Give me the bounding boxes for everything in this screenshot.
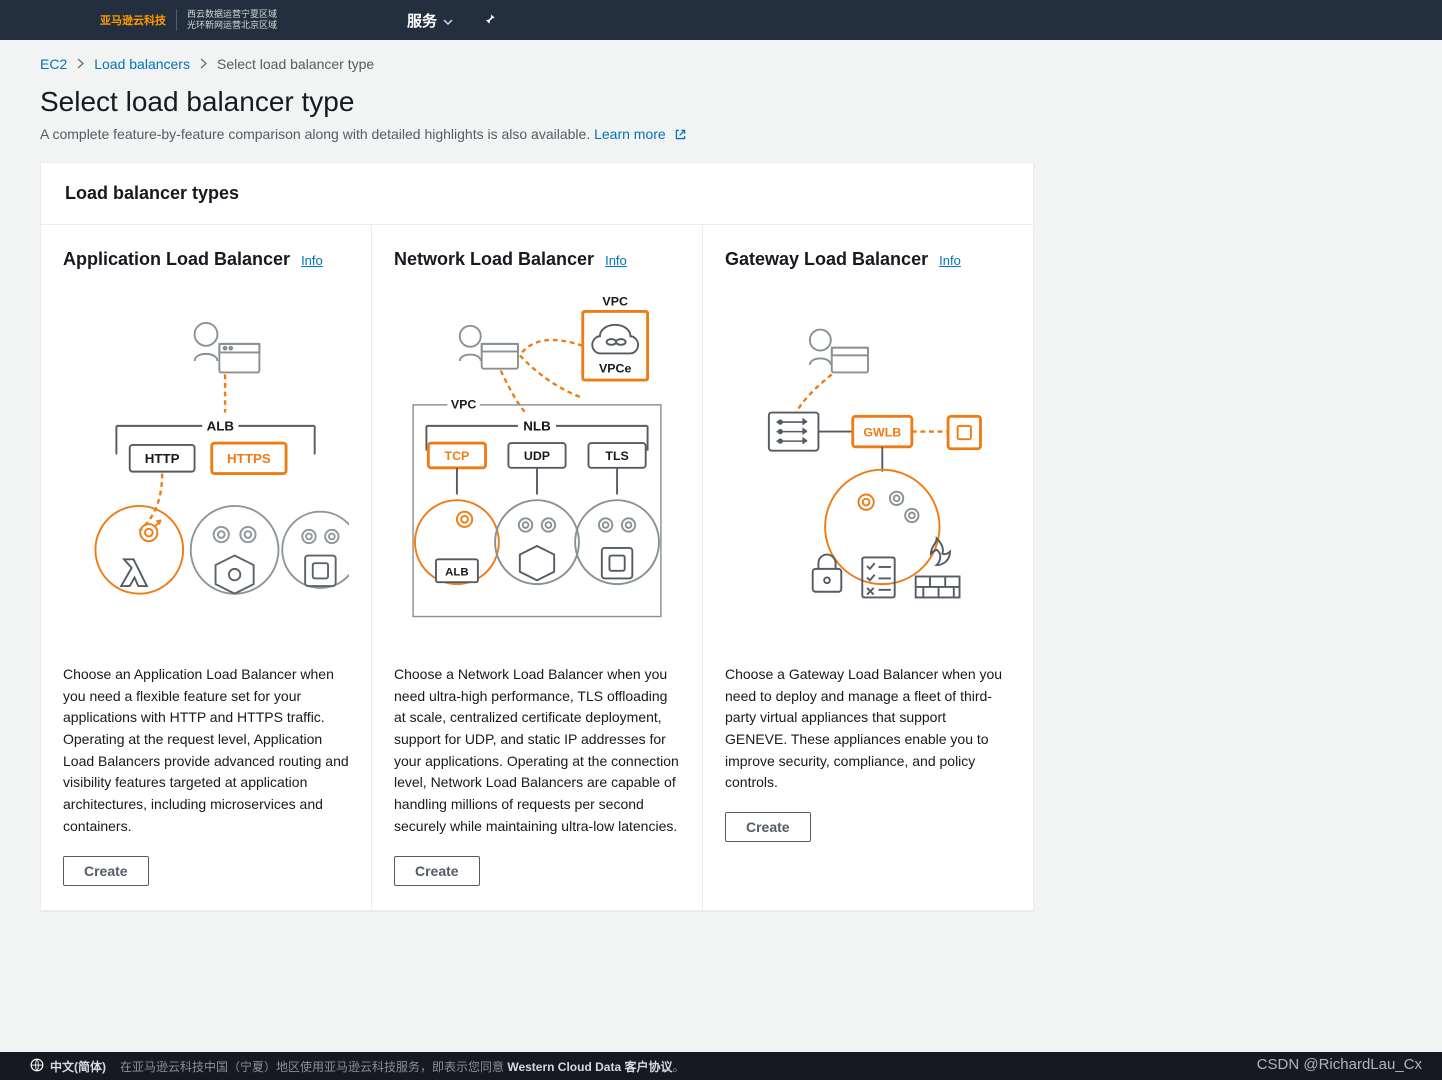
globe-icon [30,1058,44,1075]
card-gwlb: Gateway Load Balancer Info [703,225,1033,910]
svg-text:GWLB: GWLB [863,425,901,439]
breadcrumb-ec2[interactable]: EC2 [40,56,67,72]
breadcrumb: EC2 Load balancers Select load balancer … [40,56,1402,72]
svg-text:TLS: TLS [605,449,628,463]
card-alb: Application Load Balancer Info [41,225,372,910]
gwlb-diagram: GWLB [725,284,1011,644]
svg-text:HTTP: HTTP [145,451,180,466]
card-description: Choose a Network Load Balancer when you … [394,664,680,838]
card-title: Application Load Balancer Info [63,249,349,270]
svg-text:UDP: UDP [524,449,550,463]
create-nlb-button[interactable]: Create [394,856,480,886]
page-title: Select load balancer type [40,86,1402,118]
cards-row: Application Load Balancer Info [41,225,1033,910]
create-alb-button[interactable]: Create [63,856,149,886]
top-nav: 亚马逊云科技 西云数据运营宁夏区域 光环新网运营北京区域 服务 [0,0,1442,40]
info-link[interactable]: Info [605,253,627,268]
brand-subtitle: 西云数据运营宁夏区域 光环新网运营北京区域 [176,9,277,31]
info-link[interactable]: Info [301,253,323,268]
svg-text:VPC: VPC [451,398,477,412]
brand-logo: 亚马逊云科技 [100,12,166,28]
svg-text:VPCe: VPCe [599,361,631,375]
watermark: CSDN @RichardLau_Cx [1257,1056,1422,1073]
services-menu[interactable]: 服务 [407,10,453,31]
breadcrumb-current: Select load balancer type [217,56,374,72]
card-description: Choose an Application Load Balancer when… [63,664,349,838]
footer-agreement: 在亚马逊云科技中国（宁夏）地区使用亚马逊云科技服务，即表示您同意 Western… [120,1058,685,1075]
svg-text:HTTPS: HTTPS [227,451,271,466]
alb-diagram: ALB HTTP HTTPS [63,284,349,644]
info-link[interactable]: Info [939,253,961,268]
main-content: EC2 Load balancers Select load balancer … [0,40,1442,911]
page-subtitle: A complete feature-by-feature comparison… [40,126,1402,144]
panel-title: Load balancer types [65,183,1009,204]
footer-bar: 中文(简体) 在亚马逊云科技中国（宁夏）地区使用亚马逊云科技服务，即表示您同意 … [0,1052,1442,1080]
card-title: Network Load Balancer Info [394,249,680,270]
learn-more-link[interactable]: Learn more [594,126,686,142]
create-gwlb-button[interactable]: Create [725,812,811,842]
lb-types-panel: Load balancer types Application Load Bal… [40,162,1034,911]
card-title: Gateway Load Balancer Info [725,249,1011,270]
panel-header: Load balancer types [41,163,1033,225]
svg-text:ALB: ALB [445,567,469,579]
logo-area: 亚马逊云科技 西云数据运营宁夏区域 光环新网运营北京区域 [100,9,277,31]
services-label: 服务 [407,10,437,31]
chevron-down-icon [443,12,453,29]
card-nlb: Network Load Balancer Info VPC [372,225,703,910]
chevron-right-icon [200,56,207,72]
svg-text:VPC: VPC [602,295,628,309]
svg-text:TCP: TCP [445,449,470,463]
external-link-icon [674,128,687,144]
chevron-right-icon [77,56,84,72]
card-description: Choose a Gateway Load Balancer when you … [725,664,1011,794]
pin-icon[interactable] [483,12,497,29]
breadcrumb-load-balancers[interactable]: Load balancers [94,56,190,72]
nlb-diagram: VPC VPCe VPC [394,284,680,644]
svg-text:NLB: NLB [523,419,551,434]
svg-text:ALB: ALB [207,419,235,434]
language-selector[interactable]: 中文(简体) [30,1058,106,1075]
